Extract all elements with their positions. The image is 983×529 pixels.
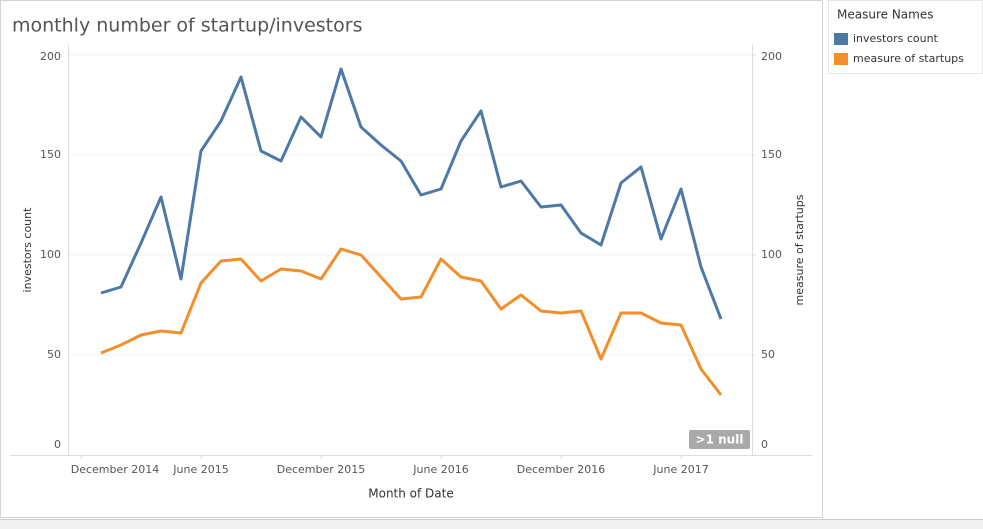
y2-tick-label: 150 xyxy=(761,148,782,161)
x-tick-label: December 2014 xyxy=(71,463,160,476)
y2-axis-label: measure of startups xyxy=(793,194,806,305)
chart-frame xyxy=(0,0,823,518)
y2-tick-label: 0 xyxy=(761,438,768,451)
legend-swatch xyxy=(834,33,848,45)
legend-label: measure of startups xyxy=(853,52,964,65)
x-tick-label: June 2017 xyxy=(652,463,708,476)
series-line xyxy=(100,67,723,320)
y2-tick-label: 100 xyxy=(761,248,782,261)
x-tick-label: December 2015 xyxy=(277,463,366,476)
x-tick-label: June 2016 xyxy=(412,463,468,476)
y2-tick-label: 50 xyxy=(761,348,775,361)
y-axis-label: investors count xyxy=(21,207,34,293)
x-tick-label: December 2016 xyxy=(517,463,606,476)
y-tick-label: 200 xyxy=(40,50,61,63)
legend-swatch xyxy=(834,53,848,65)
y-tick-label: 50 xyxy=(47,348,61,361)
y-tick-label: 150 xyxy=(40,148,61,161)
chart-title: monthly number of startup/investors xyxy=(12,15,362,37)
y2-tick-label: 200 xyxy=(761,50,782,63)
null-indicator[interactable]: >1 null xyxy=(696,433,744,447)
tab-strip xyxy=(0,519,983,529)
null-badge[interactable] xyxy=(689,430,750,449)
x-axis-label: Month of Date xyxy=(368,487,454,501)
y-tick-label: 100 xyxy=(40,248,61,261)
series-line xyxy=(100,247,723,396)
legend-panel xyxy=(828,0,983,74)
legend-title: Measure Names xyxy=(837,8,933,22)
y-tick-label: 0 xyxy=(54,438,61,451)
x-tick-label: June 2015 xyxy=(172,463,228,476)
legend-label: investors count xyxy=(853,32,939,45)
